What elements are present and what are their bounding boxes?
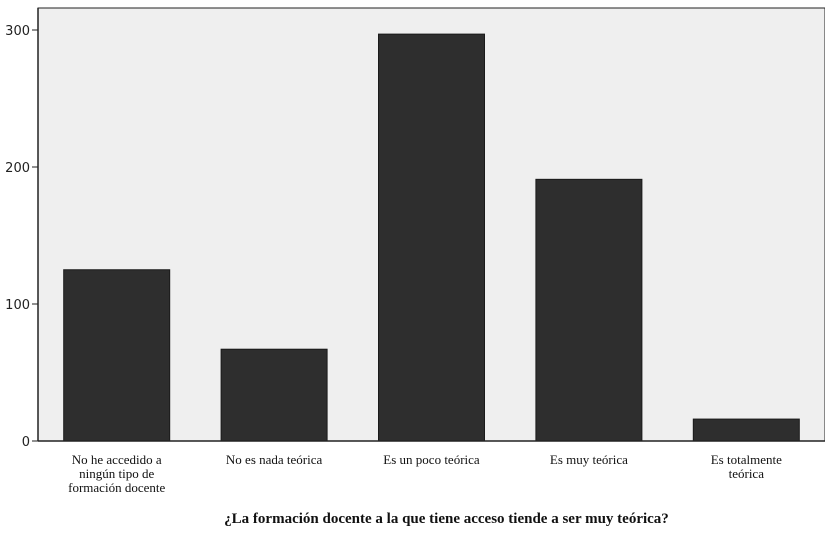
x-category-label-line: formación docente	[68, 480, 165, 495]
bar	[535, 178, 643, 442]
x-axis-title: ¿La formación docente a la que tiene acc…	[224, 511, 669, 527]
y-tick-label: 200	[5, 161, 30, 176]
x-category-label: No es nada teórica	[226, 452, 323, 467]
x-category-label: Es un poco teórica	[383, 452, 480, 467]
bar	[378, 33, 485, 442]
x-category-label-line: Es muy teórica	[550, 452, 628, 467]
x-category-label: Es muy teórica	[550, 452, 628, 467]
y-tick-label: 300	[5, 24, 30, 39]
x-category-label-line: teórica	[729, 466, 765, 481]
bar	[220, 348, 328, 442]
x-category-label-line: No he accedido a	[72, 452, 162, 467]
bar	[692, 418, 800, 442]
x-category-label-line: Es totalmente	[711, 452, 782, 467]
y-tick-label: 100	[5, 298, 30, 313]
bar	[63, 269, 171, 442]
x-category-label: Es totalmente teórica	[711, 452, 782, 481]
y-tick-label: 0	[22, 435, 30, 450]
x-category-label: No he accedido a ningún tipo de formación …	[68, 452, 165, 495]
x-category-label-line: Es un poco teórica	[383, 452, 480, 467]
x-category-label-line: ningún tipo de	[79, 466, 154, 481]
x-category-label-line: No es nada teórica	[226, 452, 323, 467]
